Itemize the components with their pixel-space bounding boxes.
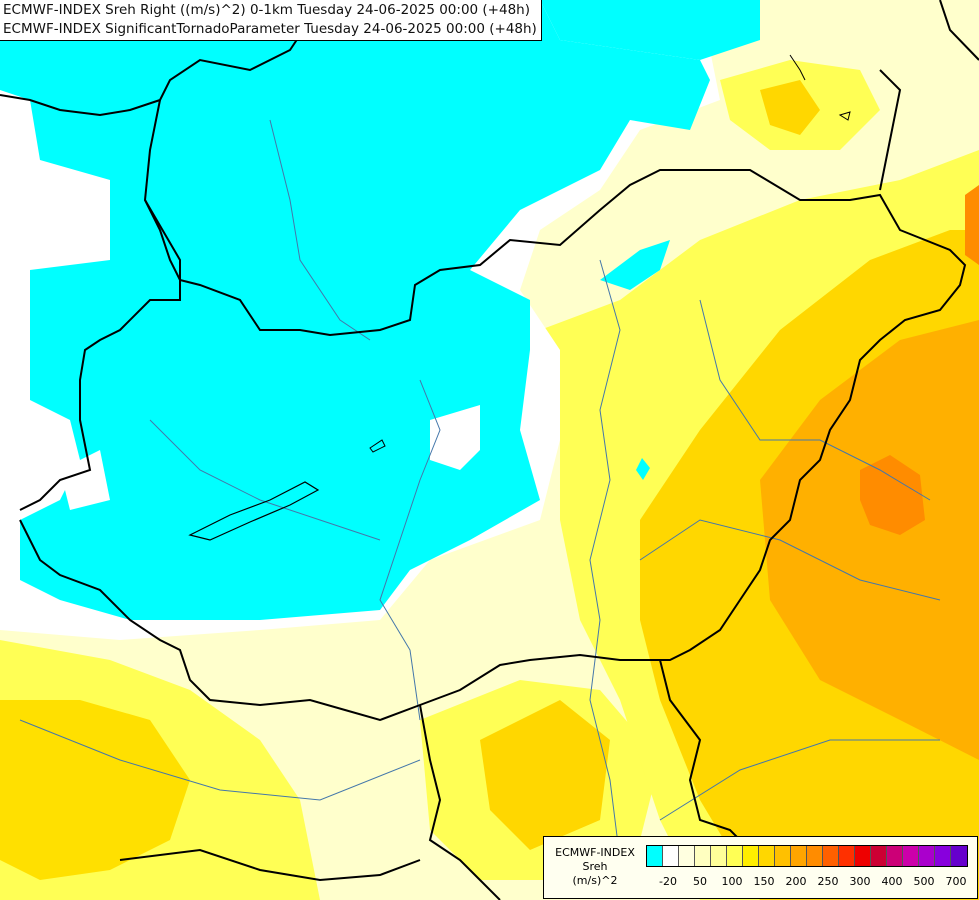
header-line-2: ECMWF-INDEX SignificantTornadoParameter … <box>3 21 537 37</box>
river-line <box>639 519 941 601</box>
field-white-inner-west <box>60 450 110 510</box>
field-cyan-negative <box>0 0 710 620</box>
legend-swatch <box>711 846 727 866</box>
legend-color-bar <box>646 845 968 867</box>
field-cyan-north-lobe <box>540 0 760 60</box>
border-line <box>0 0 321 117</box>
border-line <box>879 69 902 191</box>
rivers <box>19 119 941 861</box>
field-cyan-spot <box>636 458 650 480</box>
river-line <box>19 719 421 801</box>
legend-tick-label: 200 <box>785 875 807 888</box>
legend-swatch <box>855 846 871 866</box>
legend-tick-label: -20 <box>659 875 677 888</box>
legend-swatch <box>791 846 807 866</box>
legend-swatch <box>839 846 855 866</box>
border-line <box>659 659 761 861</box>
legend-tick-labels: -20 50 100 150 200 250 300 400 500 700 <box>646 875 976 891</box>
legend-swatch <box>887 846 903 866</box>
legend-swatch <box>823 846 839 866</box>
border-line <box>838 111 851 121</box>
border-line <box>789 54 806 81</box>
field-cyan-finger <box>600 240 670 290</box>
field-gold-southwest <box>0 700 190 880</box>
border-line <box>939 0 979 61</box>
legend-tick-label: 500 <box>913 875 935 888</box>
legend-swatch <box>759 846 775 866</box>
legend-swatch <box>679 846 695 866</box>
legend-title-line-2: Sreh <box>582 860 608 873</box>
legend-tick-label: 400 <box>881 875 903 888</box>
legend-swatch <box>775 846 791 866</box>
legend-title-line-3: (m/s)^2 <box>572 874 618 887</box>
legend-tick-label: 300 <box>849 875 871 888</box>
river-line <box>269 119 371 341</box>
legend-tick-label: 250 <box>817 875 839 888</box>
border-line <box>119 848 421 882</box>
legend-swatch <box>951 846 967 866</box>
legend-swatch <box>919 846 935 866</box>
border-line <box>419 704 501 900</box>
legend-tick-label: 100 <box>721 875 743 888</box>
legend-swatch <box>663 846 679 866</box>
border-line <box>19 199 181 511</box>
map-header: ECMWF-INDEX Sreh Right ((m/s)^2) 0-1km T… <box>0 0 542 41</box>
river-line <box>699 299 931 501</box>
legend-swatch <box>935 846 951 866</box>
legend-swatch <box>647 846 663 866</box>
lake-balaton <box>188 481 320 541</box>
legend-swatch <box>727 846 743 866</box>
field-amber-east <box>760 320 979 760</box>
river-line <box>149 419 381 541</box>
field-gold-northeast <box>760 80 820 135</box>
legend-swatch <box>871 846 887 866</box>
lake-small <box>369 439 386 453</box>
field-white-notch <box>430 405 480 470</box>
legend-tick-label: 700 <box>945 875 967 888</box>
border-line <box>19 99 967 722</box>
legend-title: ECMWF-INDEX Sreh (m/s)^2 <box>548 846 642 888</box>
field-gold-south <box>480 700 610 850</box>
legend-tick-label: 50 <box>693 875 707 888</box>
legend-swatch <box>743 846 759 866</box>
field-orange-east-edge <box>965 185 979 265</box>
river-line <box>659 739 940 821</box>
legend-swatch <box>903 846 919 866</box>
field-orange-core <box>860 455 925 535</box>
color-legend: ECMWF-INDEX Sreh (m/s)^2 -20 50 100 150 200 2… <box>543 836 978 899</box>
minor-borders <box>789 54 851 121</box>
header-line-1: ECMWF-INDEX Sreh Right ((m/s)^2) 0-1km T… <box>3 2 530 18</box>
river-line <box>589 259 621 861</box>
river-line <box>379 379 441 721</box>
legend-swatch <box>807 846 823 866</box>
legend-swatch <box>695 846 711 866</box>
legend-tick-label: 150 <box>753 875 775 888</box>
legend-title-line-1: ECMWF-INDEX <box>555 846 635 859</box>
